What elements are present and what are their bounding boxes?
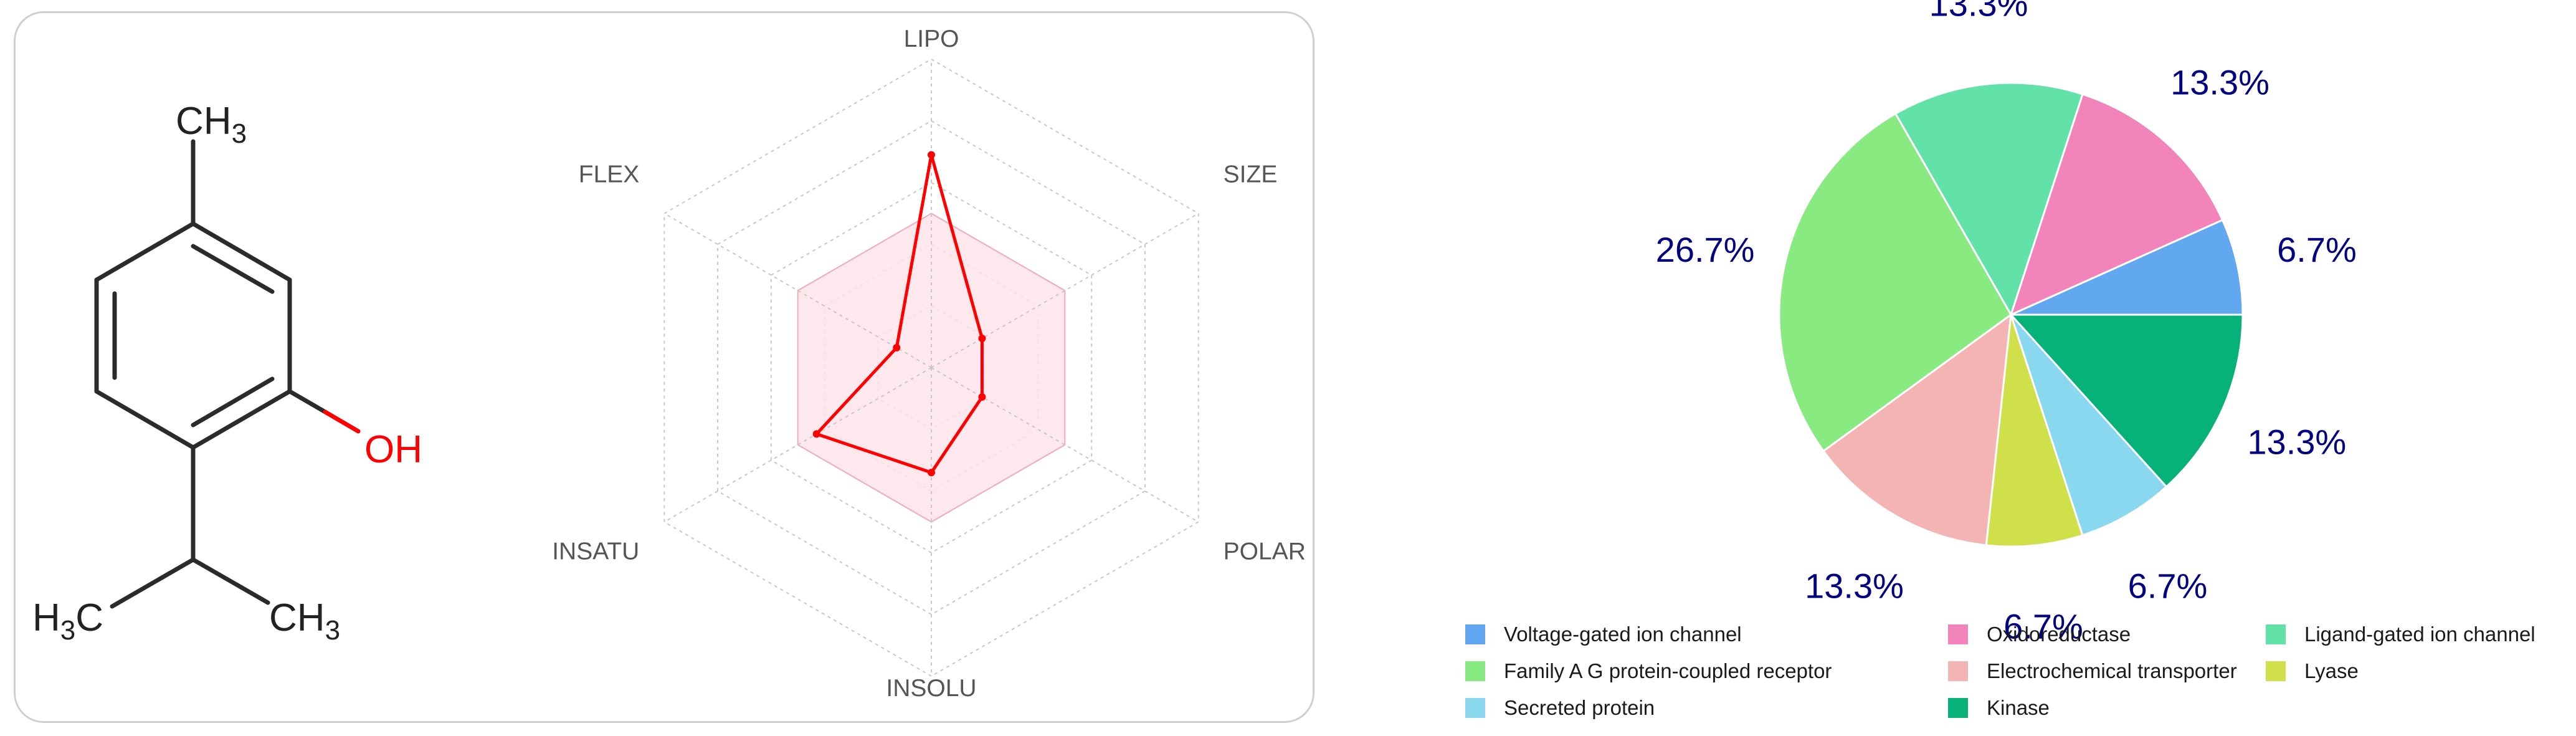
radar-grid-ring — [663, 58, 1199, 677]
pie-data-label: 6.7% — [2277, 230, 2357, 269]
pie-data-label: 6.7% — [2128, 566, 2208, 605]
radar-axis-label-insolu: INSOLU — [886, 675, 976, 702]
bond-ring-inner-2 — [191, 376, 275, 428]
radar-point-polar — [978, 393, 986, 401]
radar-axis-label-polar: POLAR — [1224, 538, 1306, 565]
legend-label: Lyase — [2304, 659, 2359, 682]
legend-item: Secreted protein — [1465, 689, 1948, 726]
legend-item: Oxidoreductase — [1948, 616, 2266, 652]
atom-methyl-right: CH3 — [269, 596, 340, 646]
bond-ring-4 — [94, 389, 196, 450]
radar-axis-label-lipo: LIPO — [904, 26, 959, 52]
radar-point-size — [978, 334, 986, 342]
pie-slice-kinase — [2008, 313, 2244, 489]
legend-label: Voltage-gated ion channel — [1504, 622, 1742, 646]
legend-swatch — [1465, 661, 1485, 681]
legend-swatch — [1465, 624, 1485, 644]
legend-swatch — [2266, 624, 2286, 644]
legend-label: Family A G protein-coupled receptor — [1504, 659, 1832, 682]
legend-swatch — [1948, 624, 1968, 644]
legend-item: Voltage-gated ion channel — [1465, 616, 1948, 652]
pie-slice-ligand-gated-ion-channel — [1894, 82, 2084, 317]
pie-slice-electrochemical-transporter — [1822, 312, 2012, 547]
pie-data-label: 13.3% — [2247, 423, 2346, 462]
legend-item: Ligand-gated ion channel — [2266, 616, 2574, 652]
legend-swatch — [2266, 661, 2286, 681]
radar-point-insatu — [812, 430, 820, 438]
molecule-bonds — [94, 139, 328, 609]
legend-swatch — [1948, 697, 1968, 718]
legend-label: Oxidoreductase — [1987, 622, 2131, 646]
pie-data-label: 26.7% — [1656, 230, 1755, 269]
atom-methyl-top: CH3 — [176, 100, 247, 149]
radar-point-insolu — [928, 469, 935, 477]
radar-axis-label-flex: FLEX — [579, 161, 640, 188]
radar-points — [812, 151, 986, 477]
molecule-radar-card — [14, 11, 1314, 723]
radar-axis-label-insatu: INSATU — [552, 538, 639, 565]
legend-item: Kinase — [1948, 689, 2266, 726]
bond-oh-dark — [287, 389, 328, 414]
radar-point-lipo — [928, 151, 935, 159]
bond-ring-3 — [191, 389, 292, 450]
legend-label: Electrochemical transporter — [1987, 659, 2237, 682]
pie-data-label: 6.7% — [2003, 606, 2083, 646]
bond-isopropyl-right — [191, 557, 270, 605]
legend-item: Family A G protein-coupled receptor — [1465, 652, 1948, 689]
pie-data-label: 13.3% — [1929, 0, 2028, 24]
legend-swatch — [1465, 697, 1485, 718]
legend-label: Kinase — [1987, 695, 2050, 719]
pie-slice-oxidoreductase — [2009, 93, 2224, 317]
pie-slice-family-a-g-protein-coupled-receptor — [1778, 112, 2012, 452]
pie-data-labels: 6.7% 13.3% 13.3% 26.7% 13.3% 6.7% 6.7% 13.3% — [1656, 0, 2357, 646]
pie-slice-secreted-protein — [2010, 313, 2168, 537]
pie-data-label: 13.3% — [1805, 566, 1904, 605]
legend-swatch — [1948, 661, 1968, 681]
bond-ring-1 — [191, 221, 292, 282]
legend-item: Electrochemical transporter — [1948, 652, 2266, 689]
pie-slice-voltage-gated-ion-channel — [2010, 219, 2244, 316]
legend-item: Lyase — [2266, 652, 2574, 689]
bond-oh-red — [323, 409, 361, 434]
legend-label: Secreted protein — [1504, 695, 1655, 719]
bond-isopropyl-left — [110, 557, 196, 609]
atom-hydroxyl: OH — [364, 428, 422, 471]
pie-slice-lyase — [1985, 314, 2084, 548]
bond-ring-inner-1 — [191, 244, 275, 294]
radar-point-flex — [893, 343, 901, 351]
pie-data-label: 13.3% — [2170, 63, 2269, 102]
bond-ring-6 — [94, 221, 196, 282]
pie-legend: Voltage-gated ion channel Oxidoreductase L… — [1465, 616, 2574, 731]
radar-axis-labels: LIPO SIZE POLAR INSOLU INSATU FLEX — [552, 26, 1306, 702]
radar-axis-label-size: SIZE — [1224, 161, 1278, 188]
atom-methyl-left: H3C — [32, 596, 103, 646]
pie-slices — [1778, 82, 2244, 548]
legend-label: Ligand-gated ion channel — [2304, 622, 2536, 646]
